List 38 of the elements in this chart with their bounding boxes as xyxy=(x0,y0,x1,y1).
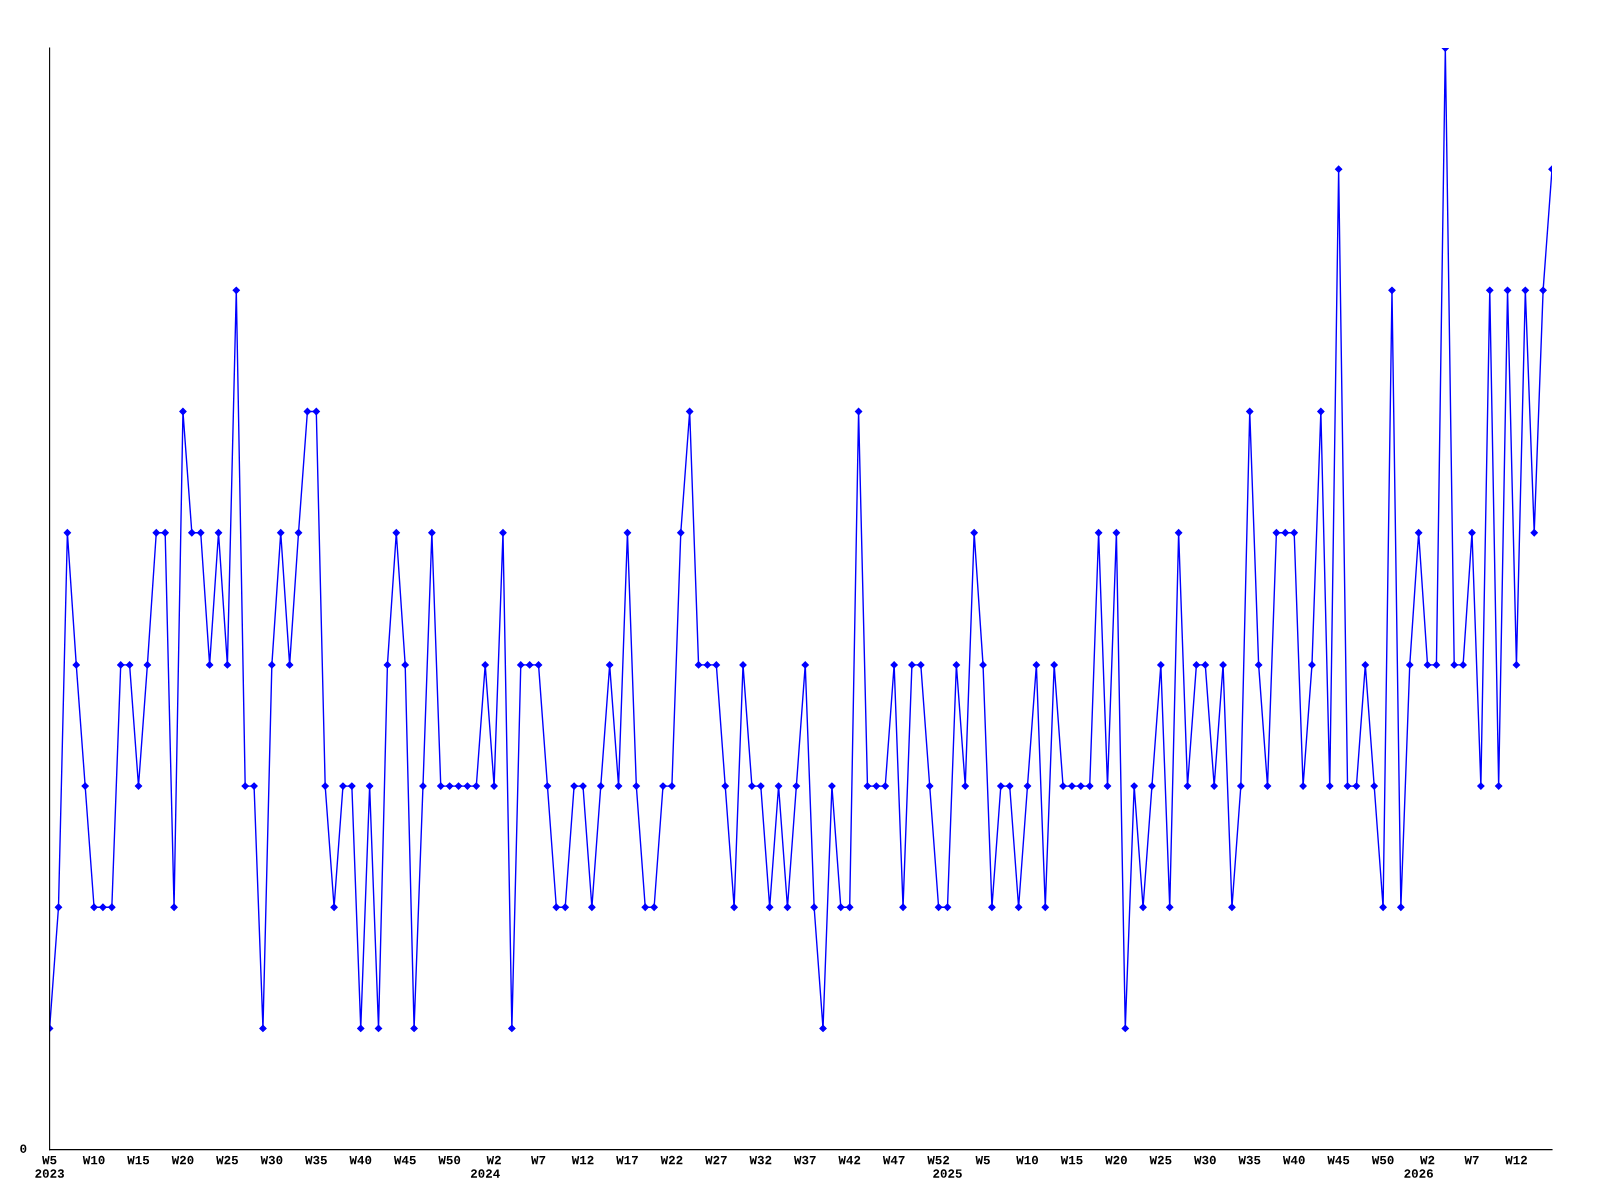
x-tick-label: W17 xyxy=(616,1155,638,1165)
x-tick-label: W42 xyxy=(838,1155,861,1165)
x-tick-label: W50 xyxy=(1371,1155,1394,1165)
x-tick-label: W2 xyxy=(1420,1155,1435,1165)
x-tick-label: W35 xyxy=(305,1155,327,1165)
x-tick-label: W35 xyxy=(1238,1155,1261,1165)
x-tick-label: W5 xyxy=(975,1155,990,1165)
x-tick-label: W52 xyxy=(927,1155,950,1165)
x-tick-label: W40 xyxy=(349,1155,372,1165)
x-tick-label: W7 xyxy=(531,1155,546,1165)
x-tick-label: W50 xyxy=(438,1155,461,1165)
x-tick-label: W30 xyxy=(1194,1155,1216,1165)
x-tick-label: W10 xyxy=(1016,1155,1039,1165)
x-tick-label: W32 xyxy=(749,1155,772,1165)
x-tick-label: W22 xyxy=(660,1155,683,1165)
x-tick-label: W12 xyxy=(1505,1155,1527,1165)
x-tick-label: W45 xyxy=(393,1155,416,1165)
x-tick-label: W27 xyxy=(705,1155,727,1165)
x-tick-label: W7 xyxy=(1464,1155,1479,1165)
x-tick-label: W2 xyxy=(486,1155,501,1165)
x-tick-label: W37 xyxy=(793,1155,816,1165)
x-tick-label: W30 xyxy=(260,1155,283,1165)
x-tick-label: 2024 xyxy=(470,1169,500,1178)
x-tick-label: 2026 xyxy=(1404,1169,1433,1178)
x-tick-label: W25 xyxy=(216,1155,238,1165)
x-tick-label: W25 xyxy=(1149,1155,1172,1165)
x-tick-label: W45 xyxy=(1327,1155,1350,1165)
x-tick-label: W20 xyxy=(171,1155,194,1165)
x-tick-label: W47 xyxy=(882,1155,905,1165)
x-tick-label: 2025 xyxy=(933,1169,962,1178)
x-tick-label: W15 xyxy=(1060,1155,1083,1165)
x-tick-label: W20 xyxy=(1105,1155,1127,1165)
x-tick-label: W5 2023 xyxy=(35,1155,64,1178)
x-tick-label: W12 xyxy=(571,1155,594,1165)
x-tick-label: W40 xyxy=(1282,1155,1305,1165)
x-tick-label: W15 xyxy=(127,1155,150,1165)
text: 0 xyxy=(20,1144,27,1153)
x-tick-label: W10 xyxy=(82,1155,105,1165)
